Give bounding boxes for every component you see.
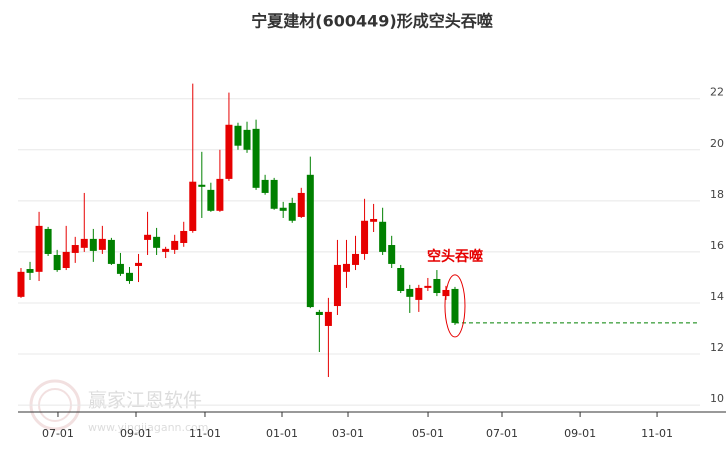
candle-body [26, 269, 34, 273]
y-tick-label: 18 [710, 188, 724, 201]
watermark-url: www.yingjiagann.com [88, 421, 209, 434]
candle-body [89, 238, 97, 251]
watermark: 赢家江恩软件 www.yingjiagann.com [29, 379, 209, 434]
candle-body [144, 234, 152, 240]
candle-body [342, 263, 350, 272]
candle-body [80, 238, 88, 248]
candle-body [62, 251, 70, 268]
x-tick-label: 03-01 [332, 427, 364, 440]
y-tick-label: 14 [710, 290, 724, 303]
x-tick-label: 09-01 [120, 427, 152, 440]
x-tick-label: 07-01 [42, 427, 74, 440]
candle-body [451, 288, 459, 323]
y-tick-label: 22 [710, 86, 724, 99]
candle-body [288, 202, 296, 221]
candle-body [406, 288, 414, 297]
candle-body [44, 228, 52, 254]
candle-body [243, 129, 251, 150]
candle-body [370, 218, 378, 222]
candle-body [261, 179, 269, 193]
y-tick-label: 16 [710, 239, 724, 252]
candle-body [361, 220, 369, 254]
candle-body [98, 238, 106, 250]
x-tick-label: 07-01 [486, 427, 518, 440]
y-tick-label: 20 [710, 137, 724, 150]
candle-body [297, 192, 305, 217]
x-tick-label: 11-01 [189, 427, 221, 440]
candle-body [198, 184, 206, 187]
watermark-name: 赢家江恩软件 [88, 390, 202, 412]
y-tick-label: 10 [710, 392, 724, 405]
candle-body [379, 221, 387, 252]
x-tick-label: 01-01 [266, 427, 298, 440]
candle-body [315, 311, 323, 315]
candle-body [35, 225, 43, 272]
candle-body [189, 181, 197, 231]
candle-body [216, 178, 224, 211]
candle-body [397, 268, 405, 291]
candle-body [153, 236, 161, 248]
candle-body [171, 240, 179, 250]
candle-body [207, 189, 215, 211]
candle-body [180, 230, 188, 243]
candle-body [116, 263, 124, 274]
candle-body [125, 272, 133, 282]
candle-body [415, 287, 423, 300]
x-tick-label: 09-01 [564, 427, 596, 440]
candle-body [324, 311, 332, 326]
candle-body [53, 254, 61, 271]
annotation: 空头吞噬 [427, 248, 483, 265]
candle-body [162, 248, 170, 252]
candle-body [135, 262, 143, 266]
candle-body [424, 285, 432, 288]
candle-body [433, 278, 441, 294]
candle-body [279, 207, 287, 211]
candle-body [306, 174, 314, 308]
candle-body [107, 239, 115, 264]
candle-body [333, 264, 341, 307]
candle-body [388, 245, 396, 264]
candle-body [270, 179, 278, 209]
candle-body [252, 128, 260, 188]
y-tick-label: 12 [710, 341, 724, 354]
highlight-ellipse [444, 274, 466, 338]
candle-body [225, 124, 233, 179]
candle-body [352, 253, 360, 265]
candle-body [17, 271, 25, 297]
x-tick-label: 11-01 [641, 427, 673, 440]
candle-body [71, 245, 79, 253]
candle-body [234, 125, 242, 146]
chart-title: 宁夏建材(600449)形成空头吞噬 [251, 12, 492, 31]
x-tick-label: 05-01 [412, 427, 444, 440]
